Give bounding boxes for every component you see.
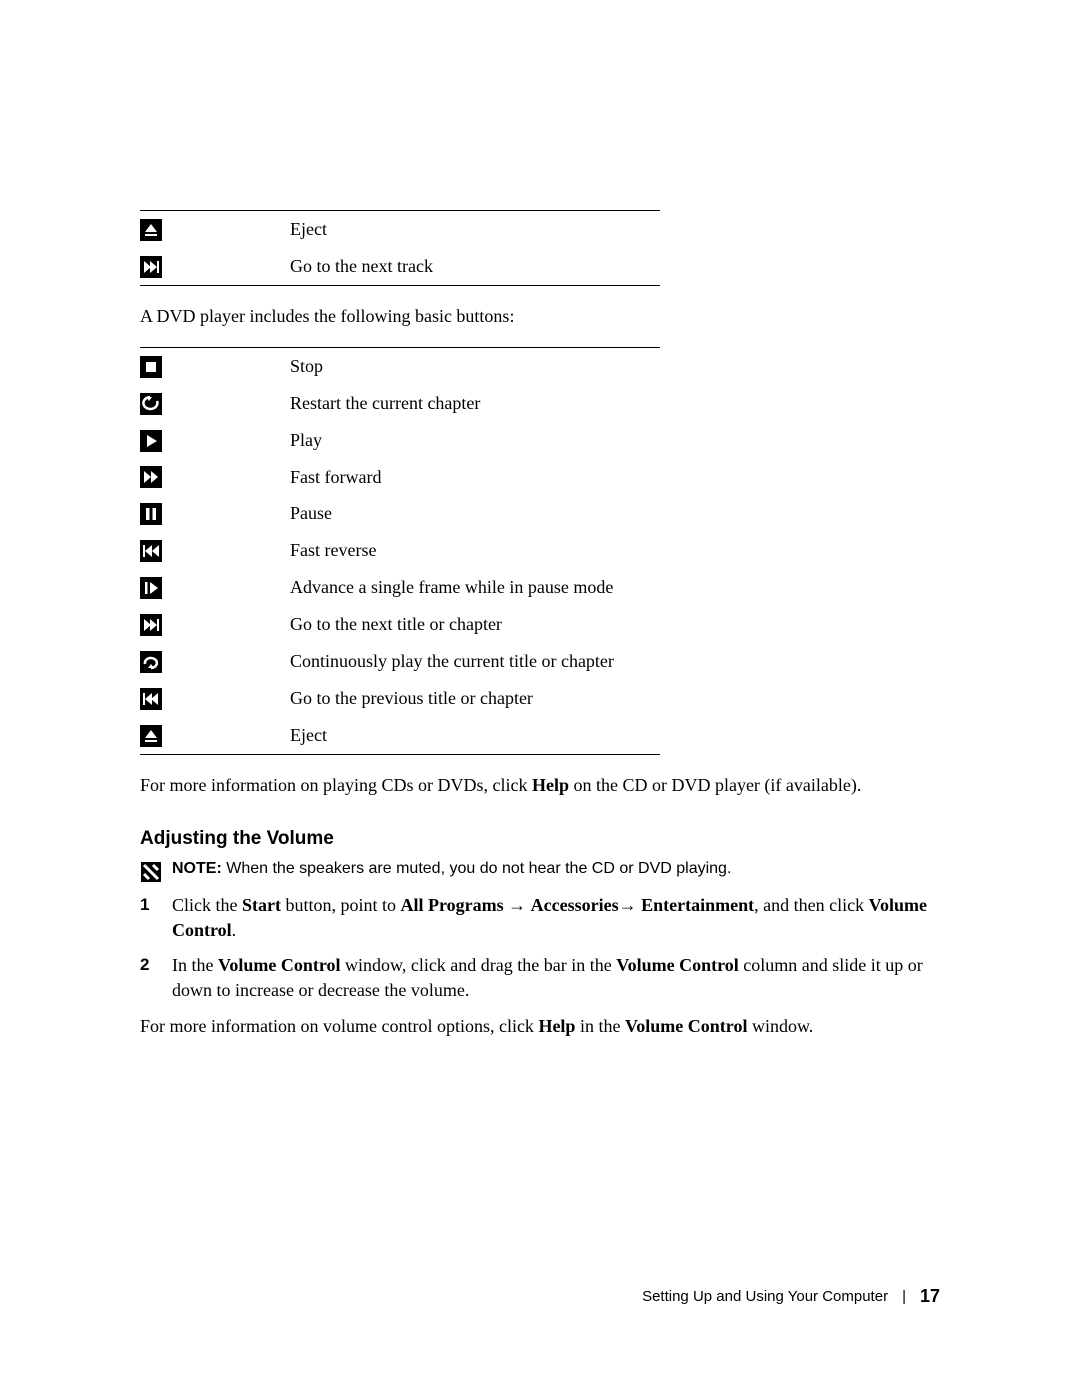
button-description: Go to the next track bbox=[290, 248, 660, 285]
section-heading: Adjusting the Volume bbox=[140, 828, 940, 850]
bold-run: NOTE: bbox=[172, 860, 222, 877]
text-run: window, click and drag the bar in the bbox=[341, 955, 617, 975]
table-row: Go to the next track bbox=[140, 248, 660, 285]
button-description: Fast forward bbox=[290, 459, 660, 496]
page-footer: Setting Up and Using Your Computer | 17 bbox=[642, 1286, 940, 1307]
bold-run: Start bbox=[242, 895, 281, 915]
table-row: Eject bbox=[140, 717, 660, 754]
text-run: , and then click bbox=[754, 895, 868, 915]
button-description: Stop bbox=[290, 347, 660, 384]
pause-icon bbox=[140, 503, 162, 525]
text-run: button, point to bbox=[281, 895, 401, 915]
more-info-text: For more information on playing CDs or D… bbox=[140, 773, 940, 798]
step-item: In the Volume Control window, click and … bbox=[140, 953, 940, 1003]
repeat-icon bbox=[140, 651, 162, 673]
text-run: Click the bbox=[172, 895, 242, 915]
table-row: Fast forward bbox=[140, 459, 660, 496]
page-number: 17 bbox=[920, 1286, 940, 1307]
steps-list: Click the Start button, point to All Pro… bbox=[140, 893, 940, 1004]
dvd-intro-text: A DVD player includes the following basi… bbox=[140, 304, 940, 329]
text-run: → bbox=[619, 895, 642, 915]
bold-run: Accessories bbox=[531, 895, 619, 915]
bold-run: Volume Control bbox=[616, 955, 739, 975]
next-track-icon bbox=[140, 256, 162, 278]
button-description: Restart the current chapter bbox=[290, 385, 660, 422]
table-row: Eject bbox=[140, 211, 660, 248]
cd-player-table-tail: Eject Go to the next track bbox=[140, 210, 660, 286]
note-icon bbox=[140, 861, 162, 883]
text-run: → bbox=[504, 895, 531, 915]
bold-run: Entertainment bbox=[641, 895, 754, 915]
text-run: In the bbox=[172, 955, 218, 975]
text-run: window. bbox=[747, 1016, 813, 1036]
prev-chapter-icon bbox=[140, 688, 162, 710]
next-chapter-icon bbox=[140, 614, 162, 636]
table-row: Advance a single frame while in pause mo… bbox=[140, 569, 660, 606]
text-run: . bbox=[232, 920, 237, 940]
note-text: NOTE: When the speakers are muted, you d… bbox=[172, 860, 731, 878]
bold-run: Volume Control bbox=[218, 955, 341, 975]
button-description: Eject bbox=[290, 717, 660, 754]
text-run: on the CD or DVD player (if available). bbox=[569, 775, 861, 795]
text-run: When the speakers are muted, you do not … bbox=[222, 860, 732, 877]
button-description: Play bbox=[290, 422, 660, 459]
button-description: Fast reverse bbox=[290, 532, 660, 569]
button-description: Eject bbox=[290, 211, 660, 248]
text-run: For more information on volume control o… bbox=[140, 1016, 538, 1036]
play-icon bbox=[140, 430, 162, 452]
button-description: Advance a single frame while in pause mo… bbox=[290, 569, 660, 606]
footer-separator: | bbox=[902, 1288, 906, 1305]
table-row: Go to the previous title or chapter bbox=[140, 680, 660, 717]
frame-advance-icon bbox=[140, 577, 162, 599]
table-row: Continuously play the current title or c… bbox=[140, 643, 660, 680]
bold-run: Volume Control bbox=[625, 1016, 748, 1036]
table-row: Go to the next title or chapter bbox=[140, 606, 660, 643]
fast-forward-icon bbox=[140, 466, 162, 488]
bold-run: All Programs bbox=[401, 895, 504, 915]
button-description: Go to the next title or chapter bbox=[290, 606, 660, 643]
eject-icon bbox=[140, 219, 162, 241]
button-description: Pause bbox=[290, 495, 660, 532]
text-run: For more information on playing CDs or D… bbox=[140, 775, 532, 795]
bold-run: Help bbox=[538, 1016, 575, 1036]
text-run: in the bbox=[575, 1016, 625, 1036]
document-page: Eject Go to the next track A DVD player … bbox=[0, 0, 1080, 1397]
dvd-player-table: Stop Restart the current chapter Play Fa… bbox=[140, 347, 660, 755]
footer-section-title: Setting Up and Using Your Computer bbox=[642, 1288, 888, 1305]
table-row: Restart the current chapter bbox=[140, 385, 660, 422]
eject-icon bbox=[140, 725, 162, 747]
stop-icon bbox=[140, 356, 162, 378]
fast-reverse-icon bbox=[140, 540, 162, 562]
table-row: Pause bbox=[140, 495, 660, 532]
button-description: Continuously play the current title or c… bbox=[290, 643, 660, 680]
table-row: Fast reverse bbox=[140, 532, 660, 569]
table-row: Play bbox=[140, 422, 660, 459]
button-description: Go to the previous title or chapter bbox=[290, 680, 660, 717]
step-item: Click the Start button, point to All Pro… bbox=[140, 893, 940, 943]
restart-icon bbox=[140, 393, 162, 415]
closing-text: For more information on volume control o… bbox=[140, 1014, 940, 1039]
table-row: Stop bbox=[140, 347, 660, 384]
note-callout: NOTE: When the speakers are muted, you d… bbox=[140, 860, 940, 883]
bold-run: Help bbox=[532, 775, 569, 795]
